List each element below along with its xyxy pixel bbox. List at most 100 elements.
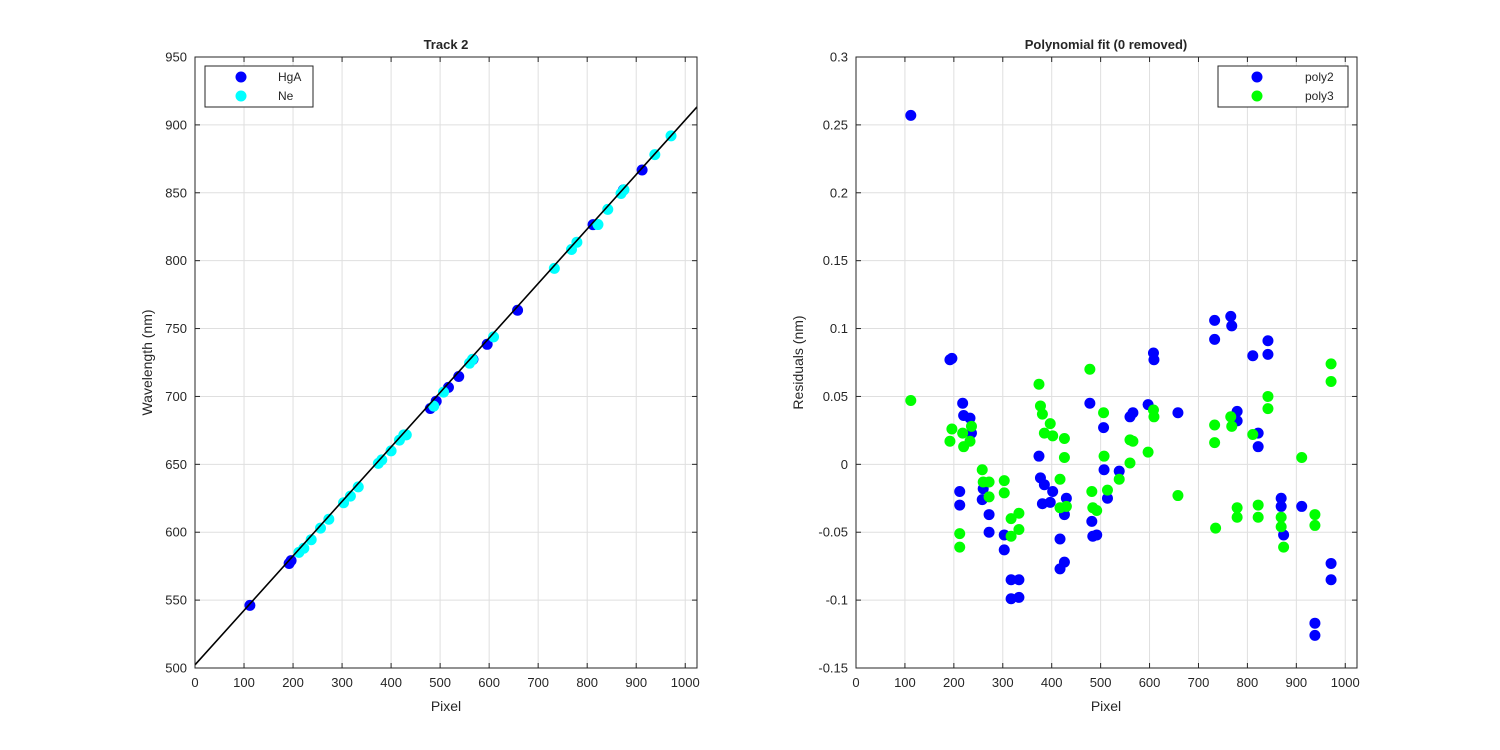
data-point-poly2 <box>1148 354 1160 366</box>
data-point-poly3 <box>1252 511 1264 523</box>
data-point-poly3 <box>1148 411 1160 423</box>
y-tick-label: 0.2 <box>830 185 848 200</box>
data-point-poly3 <box>1262 403 1274 415</box>
data-point-ne <box>338 497 350 509</box>
data-point-poly3 <box>1005 530 1017 542</box>
data-point-poly3 <box>1209 419 1221 431</box>
right-legend-box <box>1217 65 1349 108</box>
data-point-poly3 <box>998 475 1010 487</box>
data-point-ne <box>548 262 560 274</box>
legend-label-ne: Ne <box>278 89 294 103</box>
data-point-poly3 <box>946 423 958 435</box>
data-point-poly3 <box>983 476 995 488</box>
data-point-poly3 <box>954 541 966 553</box>
x-tick-label: 1000 <box>671 675 700 690</box>
data-point-poly2 <box>1047 485 1059 497</box>
legend-label-poly2: poly2 <box>1305 70 1334 84</box>
data-point-poly2 <box>998 544 1010 556</box>
data-point-poly3 <box>1060 500 1072 512</box>
left-chart-title: Track 2 <box>424 37 469 52</box>
data-point-poly3 <box>1209 437 1221 449</box>
y-tick-label: 750 <box>165 321 187 336</box>
x-tick-label: 100 <box>233 675 255 690</box>
x-tick-label: 400 <box>380 675 402 690</box>
data-point-poly2 <box>1252 441 1264 453</box>
data-point-hga <box>244 599 256 611</box>
y-tick-label: 0.15 <box>823 253 848 268</box>
data-point-poly3 <box>944 435 956 447</box>
data-point-poly3 <box>1252 499 1264 511</box>
data-point-poly2 <box>983 509 995 521</box>
data-point-poly3 <box>1036 408 1048 420</box>
data-point-poly2 <box>1209 333 1221 345</box>
y-tick-label: 0.25 <box>823 117 848 132</box>
data-point-poly3 <box>1296 452 1308 464</box>
data-point-poly2 <box>1091 529 1103 541</box>
data-point-poly3 <box>1058 452 1070 464</box>
data-point-poly3 <box>1275 511 1287 523</box>
data-point-poly2 <box>905 109 917 121</box>
data-point-poly3 <box>905 395 917 407</box>
data-point-poly2 <box>964 412 976 424</box>
y-tick-label: 850 <box>165 185 187 200</box>
x-tick-label: 900 <box>1285 675 1307 690</box>
data-point-poly2 <box>1309 617 1321 629</box>
x-tick-label: 600 <box>478 675 500 690</box>
data-point-poly3 <box>1275 521 1287 533</box>
y-tick-label: 900 <box>165 117 187 132</box>
data-point-poly3 <box>964 435 976 447</box>
right-data-marks <box>905 109 1337 641</box>
data-point-poly3 <box>1091 504 1103 516</box>
data-point-poly2 <box>1325 557 1337 569</box>
left-axes-frame <box>194 56 698 669</box>
data-point-poly3 <box>1013 524 1025 536</box>
y-tick-label: 650 <box>165 457 187 472</box>
data-point-poly2 <box>1262 348 1274 360</box>
data-point-hga <box>481 338 493 350</box>
data-point-poly3 <box>1225 411 1237 423</box>
data-point-poly3 <box>1033 378 1045 390</box>
y-tick-label: 0.3 <box>830 50 848 65</box>
data-point-poly2 <box>1225 310 1237 322</box>
data-point-poly3 <box>1086 485 1098 497</box>
y-tick-label: -0.05 <box>818 525 848 540</box>
data-point-poly3 <box>1044 418 1056 430</box>
data-point-poly3 <box>1038 427 1050 439</box>
legend-marker-hga <box>235 71 247 83</box>
data-point-ne <box>488 331 500 343</box>
left-data-marks <box>195 106 697 666</box>
data-point-poly3 <box>1084 363 1096 375</box>
data-point-poly2 <box>1275 492 1287 504</box>
x-tick-label: 500 <box>1090 675 1112 690</box>
data-point-ne <box>438 386 450 398</box>
x-tick-label: 0 <box>852 675 859 690</box>
data-point-ne <box>618 184 630 196</box>
data-point-poly2 <box>954 485 966 497</box>
y-tick-label: -0.1 <box>826 593 848 608</box>
data-point-poly2 <box>1101 492 1113 504</box>
data-point-poly2 <box>1226 320 1238 332</box>
data-point-ne <box>385 445 397 457</box>
data-point-poly3 <box>1113 473 1125 485</box>
data-point-poly3 <box>1058 433 1070 445</box>
data-point-poly3 <box>1054 473 1066 485</box>
data-point-poly3 <box>965 420 977 432</box>
data-point-poly2 <box>1172 407 1184 419</box>
data-point-poly2 <box>1038 479 1050 491</box>
data-point-poly2 <box>1262 335 1274 347</box>
y-tick-label: 950 <box>165 50 187 65</box>
legend-label-poly3: poly3 <box>1305 89 1334 103</box>
data-point-ne <box>592 219 604 231</box>
data-point-hga <box>512 304 524 316</box>
right-chart-polynomial-fit: 0 100 200 300 400 500 600 700 800 900 1000 -0.15 -0.… <box>790 37 1360 714</box>
y-tick-label: 600 <box>165 525 187 540</box>
x-tick-label: 800 <box>1237 675 1259 690</box>
x-tick-label: 700 <box>1188 675 1210 690</box>
data-point-poly2 <box>954 499 966 511</box>
data-point-poly2 <box>1084 397 1096 409</box>
right-ticks: 0 100 200 300 400 500 600 700 800 900 1000 -0.15 -0.… <box>818 50 1359 691</box>
data-point-poly2 <box>1127 407 1139 419</box>
data-point-poly2 <box>946 352 958 364</box>
data-point-poly3 <box>1142 446 1154 458</box>
data-point-ne <box>352 481 364 493</box>
